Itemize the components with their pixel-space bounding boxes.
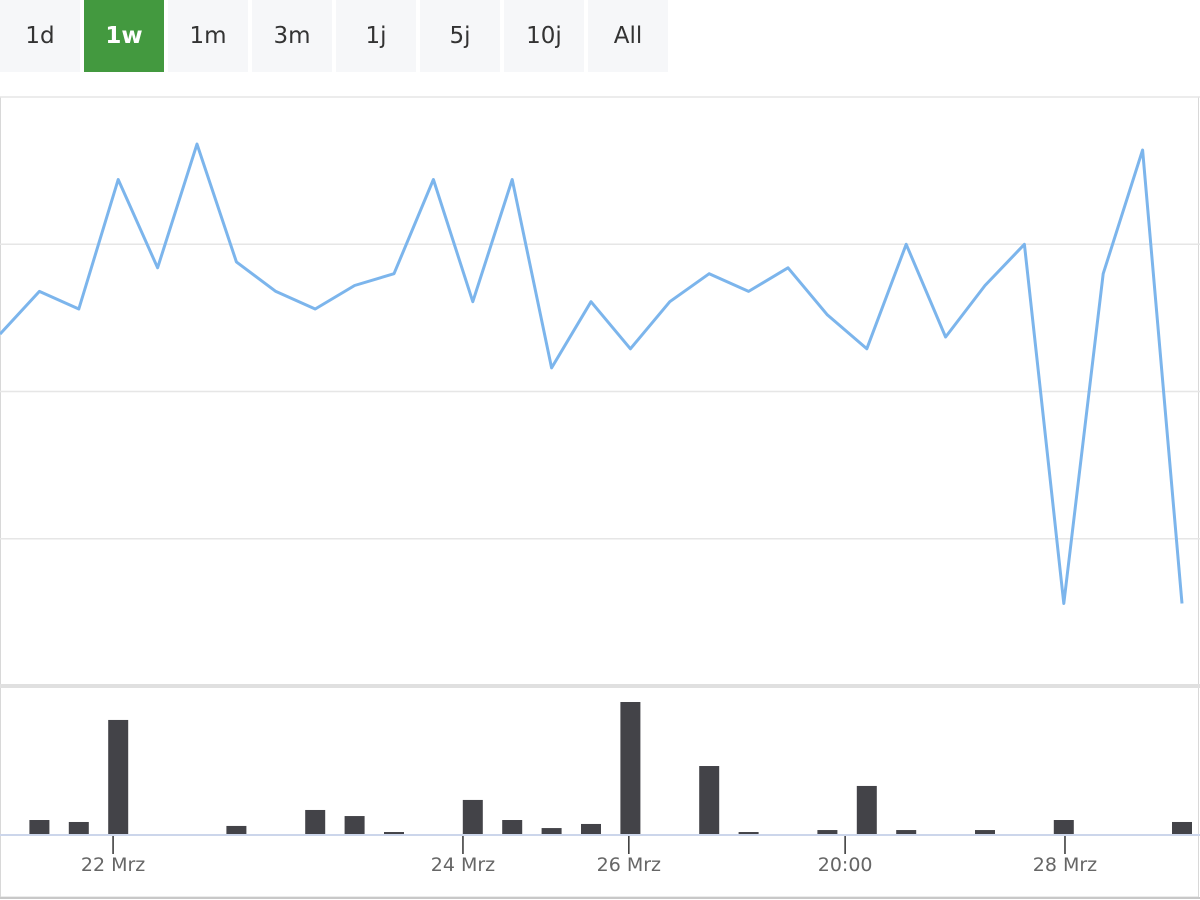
volume-bar xyxy=(896,830,917,834)
volume-bar xyxy=(817,830,838,834)
volume-bar xyxy=(29,820,50,834)
volume-bar xyxy=(541,828,562,834)
chart-frame xyxy=(0,96,1199,898)
range-button-3m[interactable]: 3m xyxy=(252,0,332,72)
range-button-1m[interactable]: 1m xyxy=(168,0,248,72)
volume-bar xyxy=(305,809,326,834)
volume-bar xyxy=(620,702,641,834)
volume-bar xyxy=(226,825,247,834)
range-button-10j[interactable]: 10j xyxy=(504,0,584,72)
volume-bar xyxy=(68,821,89,834)
range-button-1w[interactable]: 1w xyxy=(84,0,164,72)
volume-bar xyxy=(581,823,601,834)
x-tick-label: 24 Mrz xyxy=(431,854,495,876)
range-selector: 1d 1w 1m 3m 1j 5j 10j All xyxy=(0,0,668,72)
x-tick-label: 26 Mrz xyxy=(597,854,661,876)
range-button-1j[interactable]: 1j xyxy=(336,0,416,72)
range-button-5j[interactable]: 5j xyxy=(420,0,500,72)
volume-bar xyxy=(1172,821,1192,834)
volume-bar xyxy=(1053,820,1074,834)
volume-bar xyxy=(108,719,129,834)
volume-bar xyxy=(738,832,759,834)
volume-bar xyxy=(975,830,995,834)
price-line-series xyxy=(0,142,1184,605)
volume-bar xyxy=(384,832,404,834)
x-tick-label: 22 Mrz xyxy=(81,854,145,876)
volume-bar xyxy=(462,799,483,834)
x-tick-label: 28 Mrz xyxy=(1033,854,1097,876)
x-tick-label: 20:00 xyxy=(818,854,873,876)
volume-bar xyxy=(344,816,365,834)
volume-bar xyxy=(699,766,720,834)
range-button-all[interactable]: All xyxy=(588,0,668,72)
range-button-1d[interactable]: 1d xyxy=(0,0,80,72)
volume-bar xyxy=(856,785,877,834)
volume-bar xyxy=(502,820,523,834)
